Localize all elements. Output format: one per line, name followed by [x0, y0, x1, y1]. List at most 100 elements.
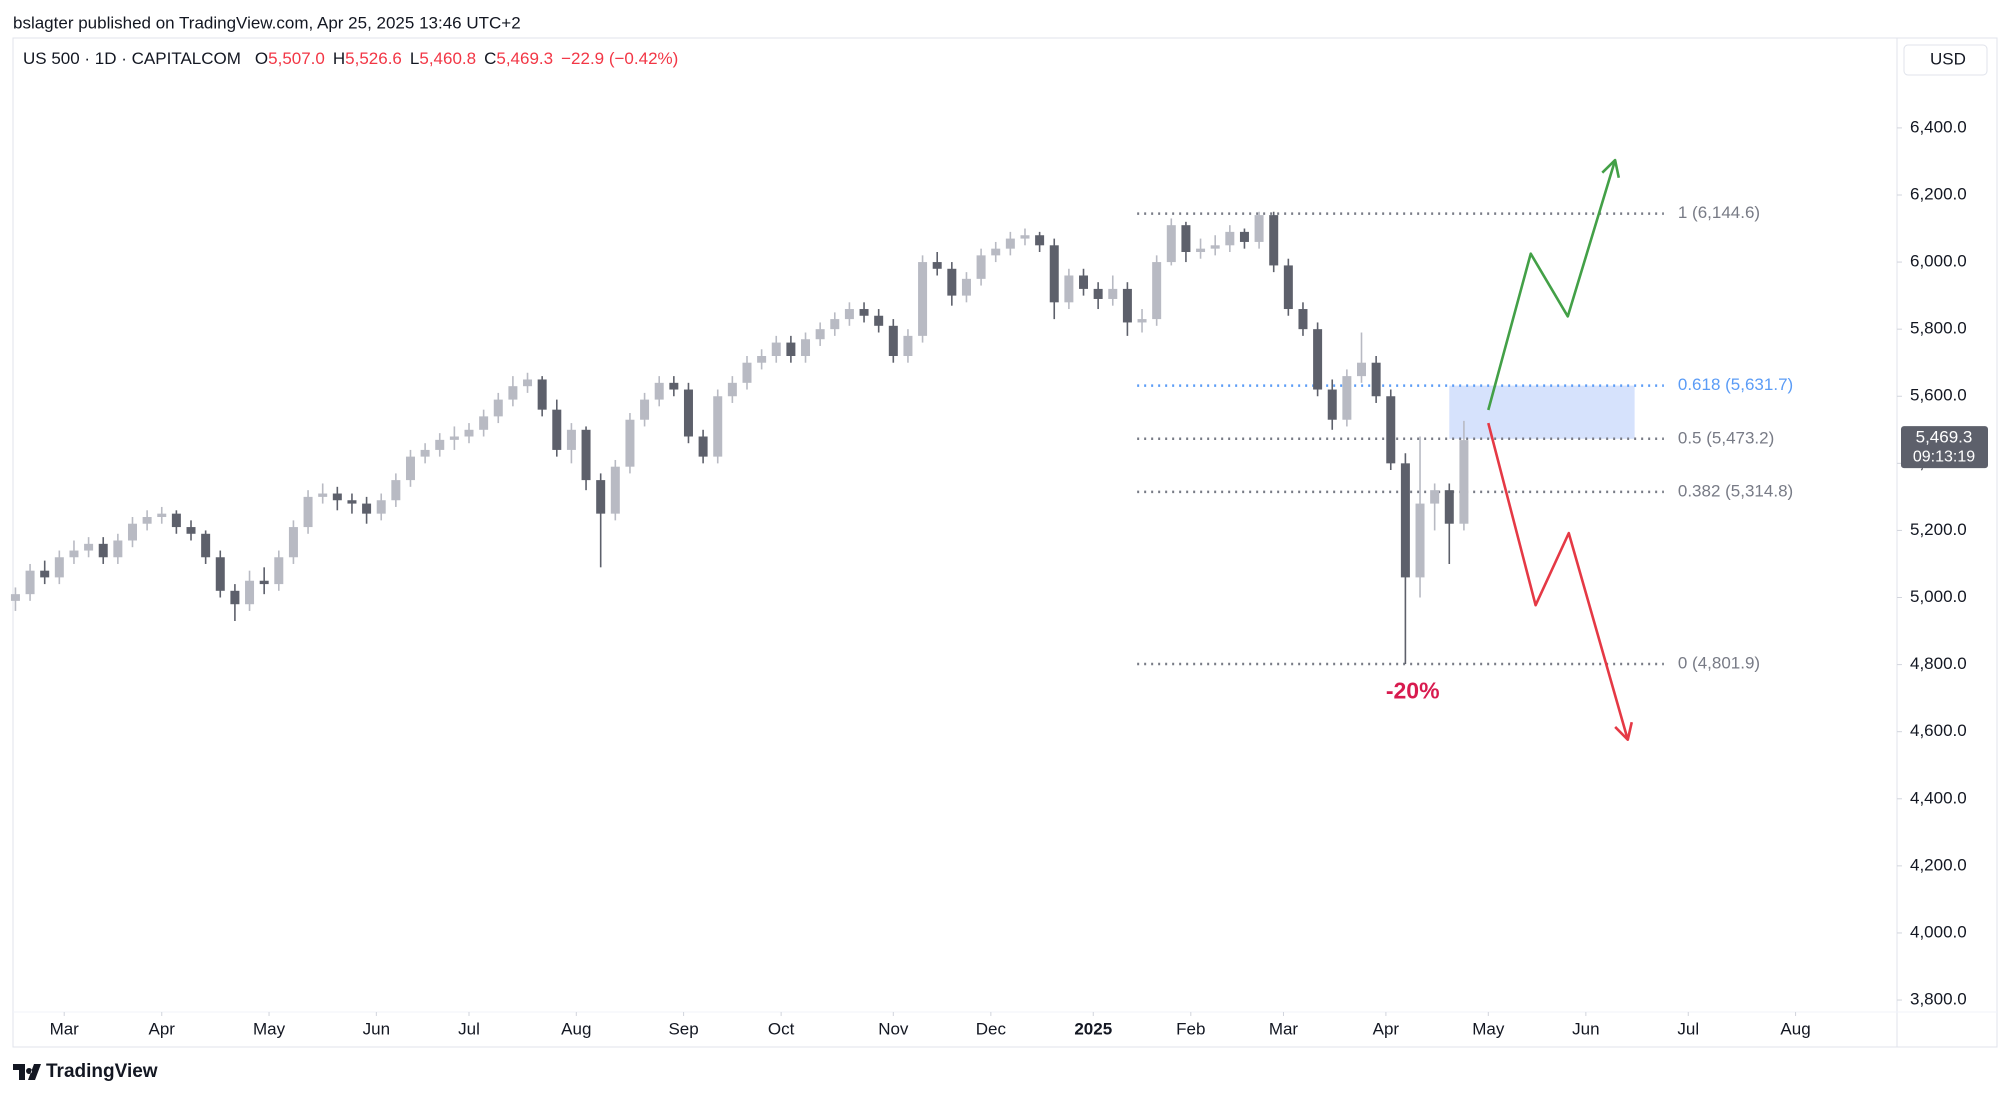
- candle-body: [596, 480, 606, 514]
- candle-body: [347, 500, 357, 504]
- x-tick-label: Nov: [878, 1019, 909, 1038]
- candle-body: [479, 416, 489, 430]
- candle-body: [976, 255, 986, 279]
- ohlc-key: O: [255, 49, 268, 68]
- candle-body: [640, 399, 650, 420]
- candle-body: [230, 590, 240, 605]
- candle-body: [1283, 265, 1293, 310]
- candle-body: [1210, 245, 1220, 249]
- candle-body: [332, 493, 342, 501]
- candle-body: [10, 594, 20, 601]
- chart-frame: [12, 37, 1998, 1048]
- arrow: [1487, 422, 1630, 741]
- candle-body: [932, 262, 942, 269]
- ohlc-value: 5,460.8: [419, 49, 476, 68]
- x-tick-label: Apr: [1373, 1019, 1400, 1038]
- candle-body: [435, 439, 445, 450]
- brand: TradingView: [46, 1061, 158, 1082]
- candle-body: [1415, 503, 1425, 578]
- candle-body: [742, 362, 752, 383]
- candle-body: [523, 379, 533, 387]
- candle-body: [786, 342, 796, 356]
- y-tick-label: 4,600.0: [1910, 721, 1967, 740]
- y-tick-label: 4,000.0: [1910, 922, 1967, 941]
- candle-body: [1152, 262, 1162, 320]
- zone: [1449, 385, 1635, 439]
- candle-body: [1035, 235, 1045, 246]
- candle-body: [1196, 248, 1206, 253]
- ohlc-value: 5,507.0: [268, 49, 325, 68]
- candle-body: [625, 419, 635, 467]
- candle-body: [1005, 238, 1015, 249]
- x-tick-label: Mar: [50, 1019, 80, 1038]
- candle-body: [1327, 389, 1337, 420]
- candle-body: [1298, 309, 1308, 330]
- candle-body: [801, 339, 811, 356]
- last-price-box: [1901, 426, 1988, 469]
- y-tick-label: 4,400.0: [1910, 788, 1967, 807]
- x-tick-label: Mar: [1269, 1019, 1299, 1038]
- x-tick-label: May: [1472, 1019, 1505, 1038]
- y-tick-label: 6,000.0: [1910, 252, 1967, 271]
- candle-body: [961, 278, 971, 296]
- currency-box[interactable]: [1903, 44, 1988, 76]
- candle-body: [918, 262, 928, 336]
- candle-body: [69, 550, 79, 558]
- change: −22.9 (−0.42%): [561, 49, 678, 68]
- y-tick-label: 5,000.0: [1910, 587, 1967, 606]
- arrow-head: [1614, 721, 1634, 742]
- candle-body: [1386, 396, 1396, 464]
- candle-body: [98, 543, 108, 558]
- candle-body: [1049, 245, 1059, 303]
- candle-body: [127, 523, 137, 541]
- last-price: 5,469.3: [1916, 428, 1973, 447]
- candle-body: [274, 557, 284, 585]
- x-tick-label: Jul: [458, 1019, 480, 1038]
- candle-body: [1430, 490, 1440, 504]
- candle-body: [888, 325, 898, 356]
- candle-body: [654, 382, 664, 400]
- candle-body: [1400, 463, 1410, 578]
- y-tick-label: 6,200.0: [1910, 184, 1967, 203]
- x-tick-label: Apr: [149, 1019, 176, 1038]
- y-tick-label: 5,200.0: [1910, 520, 1967, 539]
- ohlc-value: 5,526.6: [345, 49, 402, 68]
- candle-body: [1122, 288, 1132, 323]
- candle-body: [1357, 362, 1367, 377]
- candle-body: [157, 513, 167, 518]
- published-note: bslagter published on TradingView.com, A…: [13, 13, 521, 32]
- candle-body: [771, 342, 781, 356]
- candle-body: [493, 399, 503, 417]
- logo-icon: [13, 1064, 41, 1080]
- arrow-head: [1601, 158, 1621, 178]
- candle-body: [1093, 288, 1103, 299]
- candle-body: [1225, 231, 1235, 246]
- candle-body: [1254, 215, 1264, 242]
- candle-body: [288, 527, 298, 558]
- candle-body: [508, 386, 518, 400]
- candle-body: [537, 379, 547, 410]
- x-tick-label: Aug: [561, 1019, 591, 1038]
- candle-body: [215, 557, 225, 591]
- candle-body: [581, 429, 591, 481]
- candle-body: [186, 527, 196, 534]
- candle-body: [1239, 231, 1249, 242]
- candle-body: [1079, 275, 1089, 289]
- candle-body: [25, 570, 35, 595]
- candle-body: [903, 335, 913, 356]
- x-tick-label: Jun: [363, 1019, 390, 1038]
- arrow: [1487, 159, 1617, 411]
- fib-label: 0.382 (5,314.8): [1678, 481, 1793, 500]
- candle-body: [1313, 329, 1323, 390]
- candle-body: [844, 309, 854, 320]
- fib-label: 1 (6,144.6): [1678, 203, 1760, 222]
- y-tick-label: 3,800.0: [1910, 990, 1967, 1009]
- candle-body: [830, 319, 840, 330]
- x-tick-label: Dec: [976, 1019, 1007, 1038]
- x-tick-label: Aug: [1780, 1019, 1810, 1038]
- fib-label: 0 (4,801.9): [1678, 653, 1760, 672]
- candle-body: [142, 517, 152, 524]
- symbol: US 500 · 1D · CAPITALCOM: [23, 49, 241, 68]
- candle-body: [698, 436, 708, 457]
